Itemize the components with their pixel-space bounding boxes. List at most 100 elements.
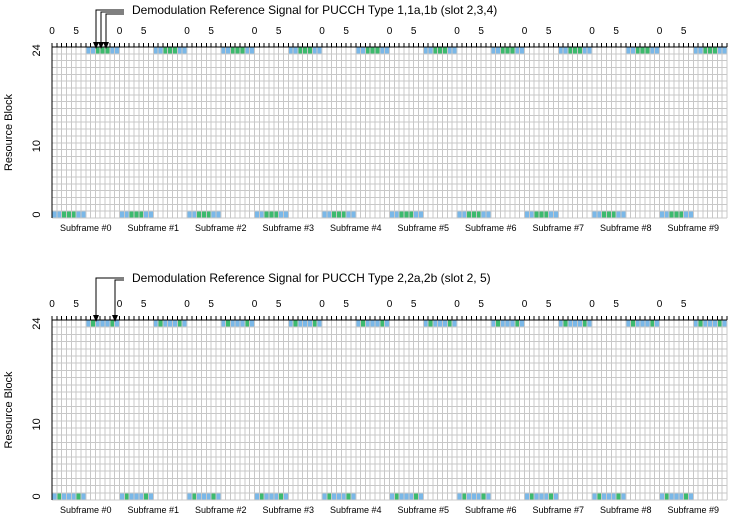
pucch-cell bbox=[539, 493, 544, 500]
dmrs-cell bbox=[163, 47, 168, 54]
dmrs-cell bbox=[139, 211, 144, 218]
dmrs-cell bbox=[158, 320, 163, 327]
dmrs-cell bbox=[201, 211, 206, 218]
y-tick-label: 24 bbox=[31, 44, 43, 56]
dmrs-cell bbox=[496, 320, 501, 327]
pucch-cell bbox=[153, 47, 158, 54]
pucch-cell bbox=[635, 320, 640, 327]
pucch-cell bbox=[375, 320, 380, 327]
pucch-cell bbox=[515, 47, 520, 54]
dmrs-cell bbox=[57, 493, 62, 500]
pucch-cell bbox=[211, 211, 216, 218]
pucch-cell bbox=[418, 211, 423, 218]
dmrs-annotation: Demodulation Reference Signal for PUCCH … bbox=[93, 3, 497, 49]
subframe-label: Subframe #2 bbox=[195, 223, 247, 233]
dmrs-cell bbox=[529, 493, 534, 500]
symbol-tick-label: 5 bbox=[208, 299, 214, 310]
pucch-cell bbox=[341, 493, 346, 500]
pucch-cell bbox=[399, 493, 404, 500]
dmrs-cell bbox=[129, 211, 134, 218]
symbol-tick-label: 0 bbox=[657, 26, 663, 37]
subframe-label: Subframe #8 bbox=[600, 505, 652, 515]
pucch-cell bbox=[245, 47, 250, 54]
pucch-cell bbox=[602, 493, 607, 500]
dmrs-cell bbox=[336, 211, 341, 218]
pucch-cell bbox=[592, 211, 597, 218]
pucch-cell bbox=[722, 320, 727, 327]
pucch-cell bbox=[486, 493, 491, 500]
pucch-cell bbox=[298, 320, 303, 327]
dmrs-cell bbox=[346, 493, 351, 500]
pucch-cell bbox=[327, 211, 332, 218]
pucch-cell bbox=[722, 47, 727, 54]
subframe-label: Subframe #0 bbox=[60, 505, 112, 515]
symbol-tick-label: 0 bbox=[49, 299, 55, 310]
pucch-cell bbox=[404, 493, 409, 500]
pucch-cell bbox=[322, 493, 327, 500]
pucch-cell bbox=[655, 47, 660, 54]
y-axis-label: Resource Block bbox=[3, 93, 15, 171]
symbol-tick-label: 5 bbox=[208, 26, 214, 37]
pucch-cell bbox=[563, 47, 568, 54]
symbol-tick-label: 5 bbox=[613, 26, 619, 37]
pucch-cell bbox=[520, 47, 525, 54]
pucch-cell bbox=[255, 493, 260, 500]
pucch-cell bbox=[120, 493, 125, 500]
annotation-leader-line bbox=[115, 280, 124, 316]
dmrs-cell bbox=[192, 493, 197, 500]
pucch-cell bbox=[230, 320, 235, 327]
dmrs-cell bbox=[515, 320, 520, 327]
pucch-cell bbox=[312, 47, 317, 54]
dmrs-cell bbox=[708, 47, 713, 54]
y-axis-label: Resource Block bbox=[3, 371, 15, 449]
pucch-cell bbox=[525, 211, 530, 218]
dmrs-cell bbox=[375, 47, 380, 54]
pucch-cell bbox=[76, 211, 81, 218]
pucch-cell bbox=[86, 47, 91, 54]
dmrs-cell bbox=[640, 47, 645, 54]
dmrs-cell bbox=[144, 493, 149, 500]
subframe-label: Subframe #7 bbox=[532, 223, 584, 233]
dmrs-cell bbox=[308, 47, 313, 54]
pucch-cell bbox=[356, 47, 361, 54]
pucch-cell bbox=[520, 320, 525, 327]
pucch-cell bbox=[182, 47, 187, 54]
dmrs-cell bbox=[467, 211, 472, 218]
pucch-cell bbox=[283, 211, 288, 218]
symbol-tick-label: 0 bbox=[657, 299, 663, 310]
dmrs-cell bbox=[631, 320, 636, 327]
dmrs-cell bbox=[197, 211, 202, 218]
subframe-label: Subframe #2 bbox=[195, 505, 247, 515]
dmrs-cell bbox=[409, 211, 414, 218]
pucch-cell bbox=[206, 493, 211, 500]
pucch-cell bbox=[698, 47, 703, 54]
dmrs-cell bbox=[597, 493, 602, 500]
symbol-tick-label: 5 bbox=[73, 299, 79, 310]
dmrs-cell bbox=[394, 493, 399, 500]
pucch-cell bbox=[414, 211, 419, 218]
symbol-tick-label: 5 bbox=[343, 26, 349, 37]
pucch-cell bbox=[177, 47, 182, 54]
annotation-text: Demodulation Reference Signal for PUCCH … bbox=[132, 3, 497, 17]
pucch-cell bbox=[332, 493, 337, 500]
pucch-cell bbox=[182, 320, 187, 327]
dmrs-cell bbox=[684, 493, 689, 500]
symbol-tick-label: 5 bbox=[478, 26, 484, 37]
subframe-label: Subframe #3 bbox=[262, 505, 314, 515]
pucch-cell bbox=[356, 320, 361, 327]
pucch-cell bbox=[187, 493, 192, 500]
pucch-cell bbox=[534, 493, 539, 500]
dmrs-cell bbox=[713, 47, 718, 54]
pucch-cell bbox=[115, 47, 120, 54]
dmrs-cell bbox=[568, 47, 573, 54]
pucch-cell bbox=[288, 47, 293, 54]
pucch-cell bbox=[173, 320, 178, 327]
symbol-tick-label: 5 bbox=[546, 26, 552, 37]
pucch-cell bbox=[491, 47, 496, 54]
pucch-cell bbox=[418, 493, 423, 500]
dmrs-cell bbox=[168, 47, 173, 54]
symbol-tick-label: 0 bbox=[117, 299, 123, 310]
pucch-cell bbox=[216, 211, 221, 218]
pucch-cell bbox=[240, 320, 245, 327]
